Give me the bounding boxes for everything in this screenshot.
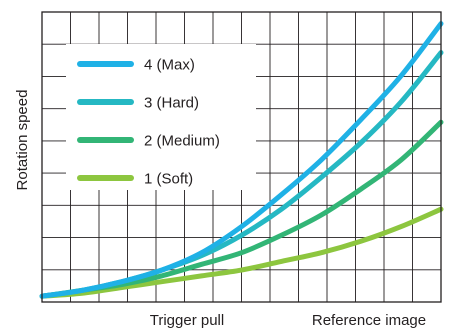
y-axis-label: Rotation speed — [14, 90, 31, 191]
series-line-1-soft — [39, 206, 444, 299]
plot-frame — [41, 11, 442, 303]
legend: 4 (Max) 3 (Hard) 2 (Medium) 1 (Soft) — [66, 44, 256, 190]
legend-label-3-hard: 3 (Hard) — [144, 95, 199, 112]
legend-label-1-soft: 1 (Soft) — [144, 171, 193, 188]
legend-label-2-medium: 2 (Medium) — [144, 133, 220, 150]
reference-note: Reference image — [312, 312, 426, 329]
x-axis-label: Trigger pull — [150, 312, 224, 329]
plot-border — [41, 11, 442, 303]
legend-label-4-max: 4 (Max) — [144, 57, 195, 74]
legend-background — [66, 44, 256, 190]
series-lines — [39, 21, 444, 299]
series-line-4-max — [39, 21, 444, 299]
